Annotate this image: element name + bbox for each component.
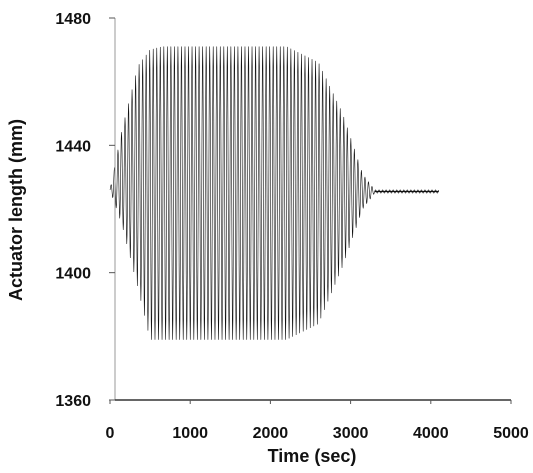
x-tick-label: 3000	[333, 425, 369, 442]
x-axis-title: Time (sec)	[268, 446, 357, 466]
x-tick-label: 1000	[172, 425, 208, 442]
y-tick-label: 1440	[55, 138, 91, 155]
y-axis-title: Actuator length (mm)	[6, 119, 26, 301]
x-tick-label: 4000	[413, 425, 449, 442]
x-tick-label: 5000	[493, 425, 529, 442]
y-tick-label: 1400	[55, 266, 91, 283]
plot-area	[109, 46, 440, 340]
x-tick-label: 0	[106, 425, 115, 442]
axes: Actuator length (mm) Time (sec) 1360 1400…	[6, 11, 529, 466]
x-tick-label: 2000	[253, 425, 289, 442]
y-tick-label: 1360	[55, 393, 91, 410]
oscillation-series-line	[109, 46, 440, 340]
y-tick-label: 1480	[55, 11, 91, 28]
